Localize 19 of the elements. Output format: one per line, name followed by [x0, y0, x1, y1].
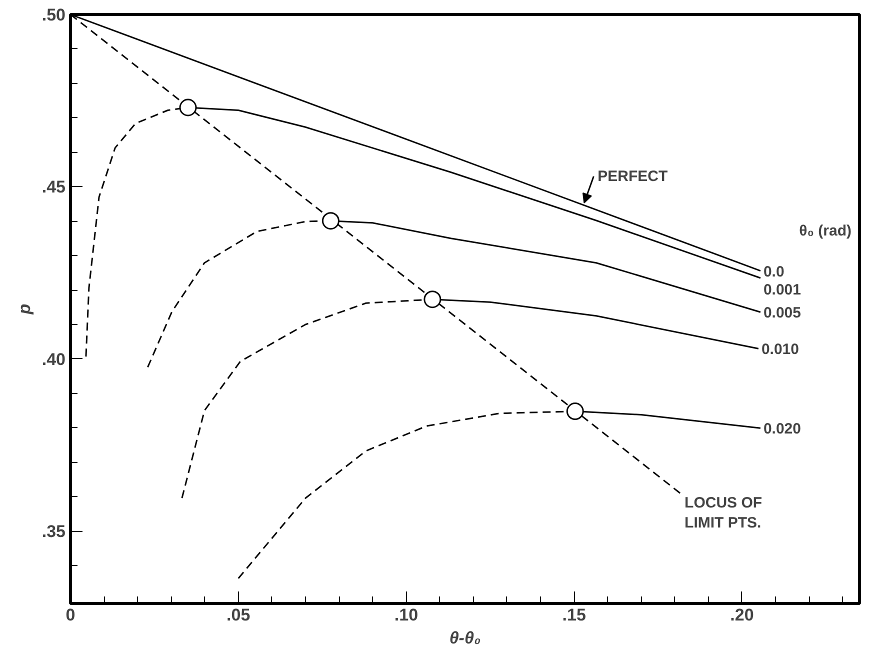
legend-title: θ₀ (rad) — [799, 222, 852, 240]
series-label: LOCUS OF LIMIT PTS. — [684, 494, 762, 532]
series-label: 0.010 — [761, 341, 799, 358]
annotation: PERFECT — [598, 168, 668, 185]
series-label: 0.005 — [763, 304, 801, 322]
x-tick-label: .05 — [226, 606, 250, 624]
y-tick-label: .45 — [42, 178, 66, 197]
series-label: 0.020 — [763, 420, 801, 438]
x-tick-label: 0 — [66, 606, 76, 624]
y-tick-label: .40 — [42, 350, 66, 369]
y-axis-title: p — [14, 304, 34, 316]
y-tick-label: .50 — [42, 6, 66, 24]
y-tick-label: .35 — [42, 522, 66, 542]
x-tick-label: .10 — [394, 606, 418, 624]
series-label: 0.001 — [763, 281, 801, 298]
series-label: 0.0 — [763, 263, 784, 280]
x-tick-label: .15 — [562, 606, 586, 624]
x-axis-title: θ-θ₀ — [449, 628, 481, 648]
x-tick-label: .20 — [730, 606, 754, 624]
